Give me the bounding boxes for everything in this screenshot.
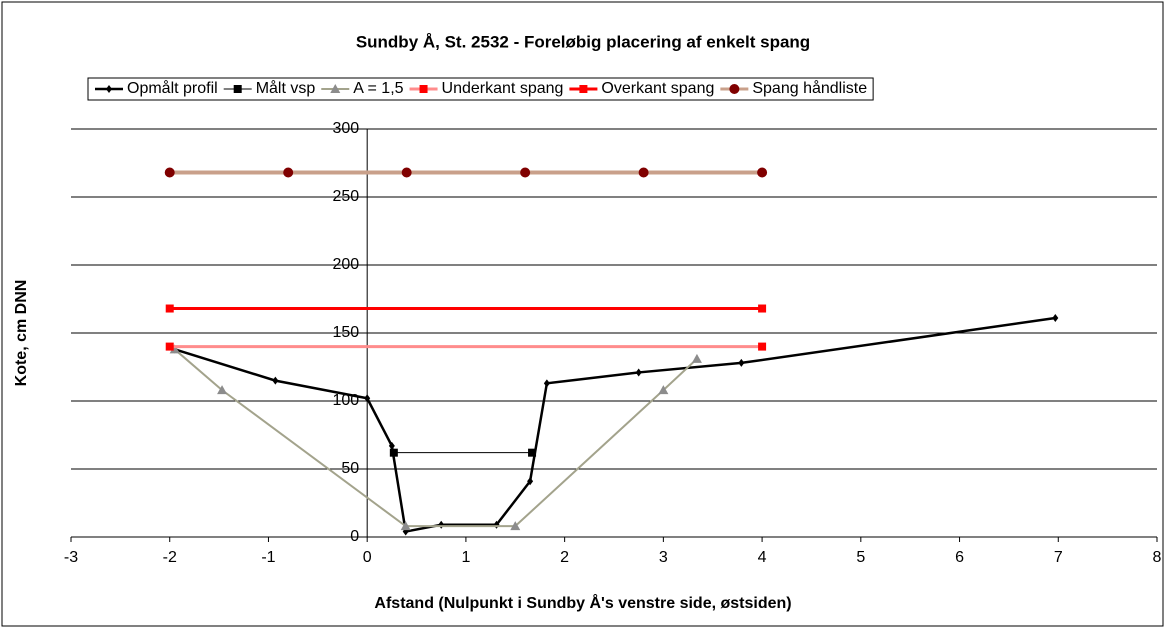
x-tick-label: 2 xyxy=(560,549,569,566)
marker xyxy=(1052,314,1059,323)
x-tick-label: -3 xyxy=(64,549,78,566)
y-axis-label: Kote, cm DNN xyxy=(13,280,30,387)
legend-marker xyxy=(729,84,740,94)
legend-marker xyxy=(233,85,242,93)
legend-marker xyxy=(419,85,428,93)
legend-label: A = 1,5 xyxy=(353,80,403,97)
x-axis-label: Afstand (Nulpunkt i Sundby Å's venstre s… xyxy=(374,593,791,612)
marker xyxy=(528,448,537,457)
x-tick-label: 0 xyxy=(363,549,372,566)
y-tick-label: 250 xyxy=(332,188,359,205)
legend-marker xyxy=(106,85,112,93)
marker xyxy=(164,167,175,178)
marker xyxy=(165,304,174,313)
x-tick-label: -1 xyxy=(261,549,275,566)
x-tick-label: 3 xyxy=(659,549,668,566)
marker xyxy=(520,167,531,178)
legend-box xyxy=(87,77,874,101)
x-tick-label: 8 xyxy=(1153,549,1162,566)
marker xyxy=(638,167,649,178)
marker xyxy=(400,521,411,531)
y-tick-label: 300 xyxy=(332,120,359,137)
marker xyxy=(510,521,521,531)
legend-label: Underkant spang xyxy=(442,80,564,97)
x-tick-label: 1 xyxy=(461,549,470,566)
marker xyxy=(635,368,642,377)
marker xyxy=(658,385,669,395)
marker xyxy=(364,394,371,403)
marker xyxy=(758,304,767,313)
marker xyxy=(389,448,398,457)
marker xyxy=(738,358,745,367)
chart-title: Sundby Å, St. 2532 - Foreløbig placering… xyxy=(356,32,810,51)
marker xyxy=(388,441,395,450)
marker xyxy=(758,342,767,351)
marker xyxy=(217,385,228,395)
marker xyxy=(165,342,174,351)
legend-marker xyxy=(579,85,588,93)
x-tick-label: 5 xyxy=(856,549,865,566)
x-tick-label: -2 xyxy=(163,549,177,566)
y-tick-label: 150 xyxy=(332,324,359,341)
legend-label: Overkant spang xyxy=(601,80,714,97)
legend-label: Opmålt profil xyxy=(127,79,218,97)
marker xyxy=(169,344,180,354)
x-tick-label: 7 xyxy=(1054,549,1063,566)
marker xyxy=(527,477,534,486)
legend-label: Spang håndliste xyxy=(752,79,867,97)
series-line xyxy=(174,348,698,528)
legend-label: Målt vsp xyxy=(256,79,316,97)
x-tick-label: 4 xyxy=(758,549,767,566)
marker xyxy=(543,379,550,388)
y-tick-label: 200 xyxy=(332,256,359,273)
marker xyxy=(283,167,294,178)
x-tick-label: 6 xyxy=(955,549,964,566)
marker xyxy=(401,167,412,178)
legend-marker xyxy=(330,84,341,93)
series-line xyxy=(174,316,1056,534)
marker xyxy=(757,167,768,178)
marker xyxy=(691,353,702,363)
y-tick-label: 50 xyxy=(341,460,359,477)
marker xyxy=(272,376,279,385)
